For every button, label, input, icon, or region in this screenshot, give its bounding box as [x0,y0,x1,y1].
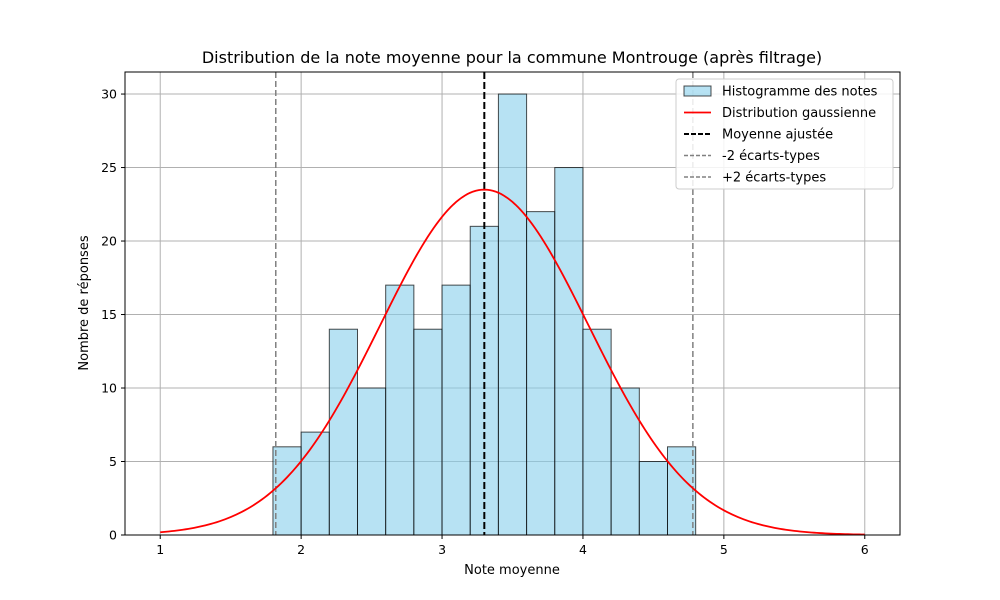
y-axis-title: Nombre de réponses [77,235,92,370]
histogram-bar [272,446,302,536]
chart-title: Distribution de la note moyenne pour la … [202,48,822,67]
axis-ticks: 1 2 3 4 5 6 0 5 10 15 20 25 30 [101,87,869,557]
x-tick-label: 3 [438,542,446,557]
x-tick-label: 2 [297,542,305,557]
legend-label: Distribution gaussienne [722,106,876,121]
gaussian-curve-group [160,188,865,536]
histogram-bar [357,387,387,536]
y-tick-label: 10 [101,381,117,396]
y-tick-label: 20 [101,234,117,249]
x-axis-title: Note moyenne [464,563,560,578]
y-tick-label: 30 [101,87,117,102]
histogram-bar [610,387,640,536]
histogram-bar [385,284,415,536]
x-tick-label: 5 [720,542,728,557]
y-tick-label: 25 [101,160,117,175]
legend-label: +2 écarts-types [722,171,826,186]
plot-frame [124,71,901,536]
histogram-bars [272,93,697,536]
histogram-bar [497,93,528,536]
histogram-bar [300,431,330,536]
legend-label: Histogramme des notes [722,85,878,100]
legend: Histogramme des notes Distribution gaussi… [675,78,894,190]
histogram-bar [526,211,556,536]
gaussian-curve [160,188,865,536]
histogram-bar [554,167,584,536]
histogram-bar [638,461,668,536]
x-tick-label: 6 [861,542,869,557]
histogram-bar [328,328,358,536]
histogram-bar [441,284,471,536]
x-tick-label: 4 [579,542,587,557]
y-tick-label: 15 [101,307,117,322]
legend-handle-histogram [683,85,712,97]
x-tick-label: 1 [156,542,164,557]
y-tick-label: 5 [109,454,117,469]
legend-label: Moyenne ajustée [722,128,833,143]
histogram-bar [667,446,697,536]
legend-box [675,78,894,190]
y-tick-label: 0 [109,528,117,543]
histogram-bar [413,328,443,536]
legend-label: -2 écarts-types [722,149,820,164]
